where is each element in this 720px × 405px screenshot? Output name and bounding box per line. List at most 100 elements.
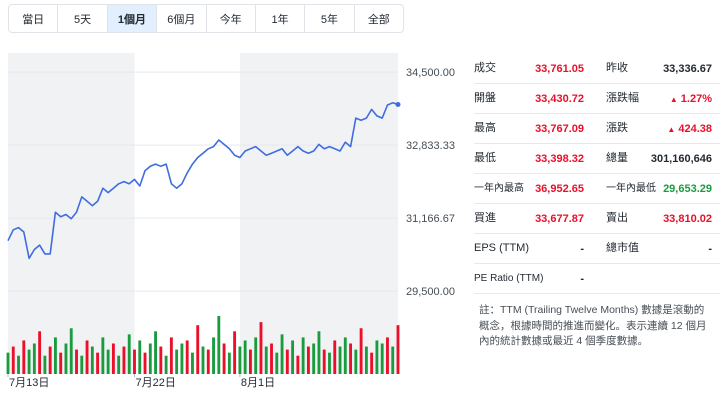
volume-bar: [396, 325, 400, 374]
volume-bar: [328, 352, 331, 374]
stat-label: 賣出: [606, 212, 628, 224]
stat-right-4: 一年內最低 29,653.29: [606, 174, 712, 203]
volume-bar: [338, 346, 342, 374]
stat-right-2: 漲跌 ▲ 424.38: [606, 114, 712, 143]
stats-row: PE Ratio (TTM) -: [474, 264, 720, 294]
price-line: [7, 102, 399, 260]
volume-bar: [375, 340, 379, 374]
stat-value: 33,767.09: [535, 122, 584, 135]
stats-table: 成交 33,761.05 昨收 33,336.67 開盤 33,430.72 漲跌幅 ▲ 1.2…: [474, 54, 720, 294]
stat-value: 33,430.72: [535, 92, 584, 105]
volume-bar: [386, 337, 389, 374]
stat-label: 成交: [474, 62, 496, 74]
stat-right-6: 總市值 -: [606, 234, 712, 263]
stats-row: 最低 33,398.32 總量 301,160,646: [474, 144, 720, 174]
volume-bar: [259, 322, 263, 374]
stat-right-0: 昨收 33,336.67: [606, 54, 712, 83]
volume-bar: [201, 346, 205, 374]
range-tab-4[interactable]: 今年: [207, 5, 256, 32]
y-tick-label: 34,500.00: [406, 67, 455, 79]
volume-bar: [217, 316, 221, 374]
range-tab-6[interactable]: 5年: [305, 5, 355, 32]
volume-bar: [349, 343, 352, 374]
volume-bar: [175, 349, 179, 374]
stats-row: 最高 33,767.09 漲跌 ▲ 424.38: [474, 114, 720, 144]
volume-bar: [285, 349, 289, 374]
volume-bar: [48, 346, 52, 374]
stat-label: 漲跌幅: [606, 92, 639, 104]
volume-bar: [296, 355, 300, 374]
volume-bar: [212, 337, 215, 374]
volume-bar: [127, 334, 131, 374]
volume-bar: [38, 331, 42, 374]
volume-bar: [96, 352, 100, 374]
stat-value: ▲ 1.27%: [669, 92, 712, 105]
volume-bar: [138, 340, 142, 374]
volume-bar: [301, 337, 305, 374]
volume-bar: [80, 355, 84, 374]
stat-label: 一年內最高: [474, 183, 524, 194]
volume-bar: [322, 349, 326, 374]
volume-bar: [317, 331, 321, 374]
volume-bar: [133, 349, 136, 374]
volume-bar: [391, 346, 395, 374]
stat-value: 33,810.02: [663, 212, 712, 225]
volume-bar: [222, 343, 226, 374]
range-tab-0[interactable]: 當日: [9, 5, 59, 32]
stat-left-2: 最高 33,767.09: [474, 114, 584, 143]
volume-bar: [227, 352, 231, 374]
stat-value: -: [580, 242, 584, 255]
volume-bar: [159, 346, 163, 374]
stats-row: 成交 33,761.05 昨收 33,336.67: [474, 54, 720, 84]
stat-label: 最高: [474, 122, 496, 134]
volume-bar: [249, 349, 252, 374]
x-tick-label: 8月1日: [241, 377, 275, 389]
stat-right-3: 總量 301,160,646: [606, 144, 712, 173]
stats-row: 買進 33,677.87 賣出 33,810.02: [474, 204, 720, 234]
x-tick-label: 7月13日: [9, 377, 49, 389]
volume-bar: [354, 349, 358, 374]
volume-bar: [191, 352, 194, 374]
volume-bar: [370, 352, 374, 374]
band-2: [239, 53, 398, 374]
volume-bar: [85, 340, 89, 374]
volume-bar: [169, 337, 173, 374]
range-tab-7[interactable]: 全部: [367, 13, 390, 26]
y-tick-label: 31,166.67: [406, 213, 455, 225]
stats-row: 開盤 33,430.72 漲跌幅 ▲ 1.27%: [474, 84, 720, 114]
range-tab-1[interactable]: 5天: [58, 5, 108, 32]
volume-bar: [333, 340, 337, 374]
range-tab-2[interactable]: 1個月: [107, 5, 158, 32]
last-price-dot: [395, 102, 401, 108]
y-tick-label: 32,833.33: [406, 140, 455, 152]
volume-bar: [233, 331, 237, 374]
stat-value: -: [708, 242, 712, 255]
volume-bar: [359, 328, 363, 374]
y-tick-label: 29,500.00: [406, 286, 455, 298]
stat-value: ▲ 424.38: [667, 122, 712, 135]
stat-left-0: 成交 33,761.05: [474, 54, 584, 83]
stat-label: 漲跌: [606, 122, 628, 134]
price-chart: 34,500.00 32,833.33 31,166.67 29,500.00 7月13…: [6, 53, 455, 389]
range-tab-3[interactable]: 6個月: [157, 5, 207, 32]
volume-bar: [6, 352, 10, 374]
volume-bar: [306, 346, 310, 374]
stat-left-4: 一年內最高 36,952.65: [474, 174, 584, 203]
volume-bar: [270, 343, 273, 374]
volume-bar: [75, 349, 78, 374]
volume-bar: [380, 343, 384, 374]
volume-bar: [243, 340, 247, 374]
volume-bar: [238, 346, 242, 374]
volume-bar: [11, 346, 15, 374]
volume-bar: [291, 340, 295, 374]
volume-bar: [90, 346, 94, 374]
volume-bar: [54, 337, 57, 374]
up-arrow-icon: ▲: [667, 124, 676, 134]
range-tab-5[interactable]: 1年: [256, 5, 306, 32]
stat-left-6: EPS (TTM) -: [474, 234, 584, 263]
volume-bar: [111, 343, 115, 374]
up-arrow-icon: ▲: [669, 94, 678, 104]
volume-bar: [154, 331, 157, 374]
stat-value: 33,336.67: [663, 62, 712, 75]
volume-bar: [17, 355, 20, 374]
